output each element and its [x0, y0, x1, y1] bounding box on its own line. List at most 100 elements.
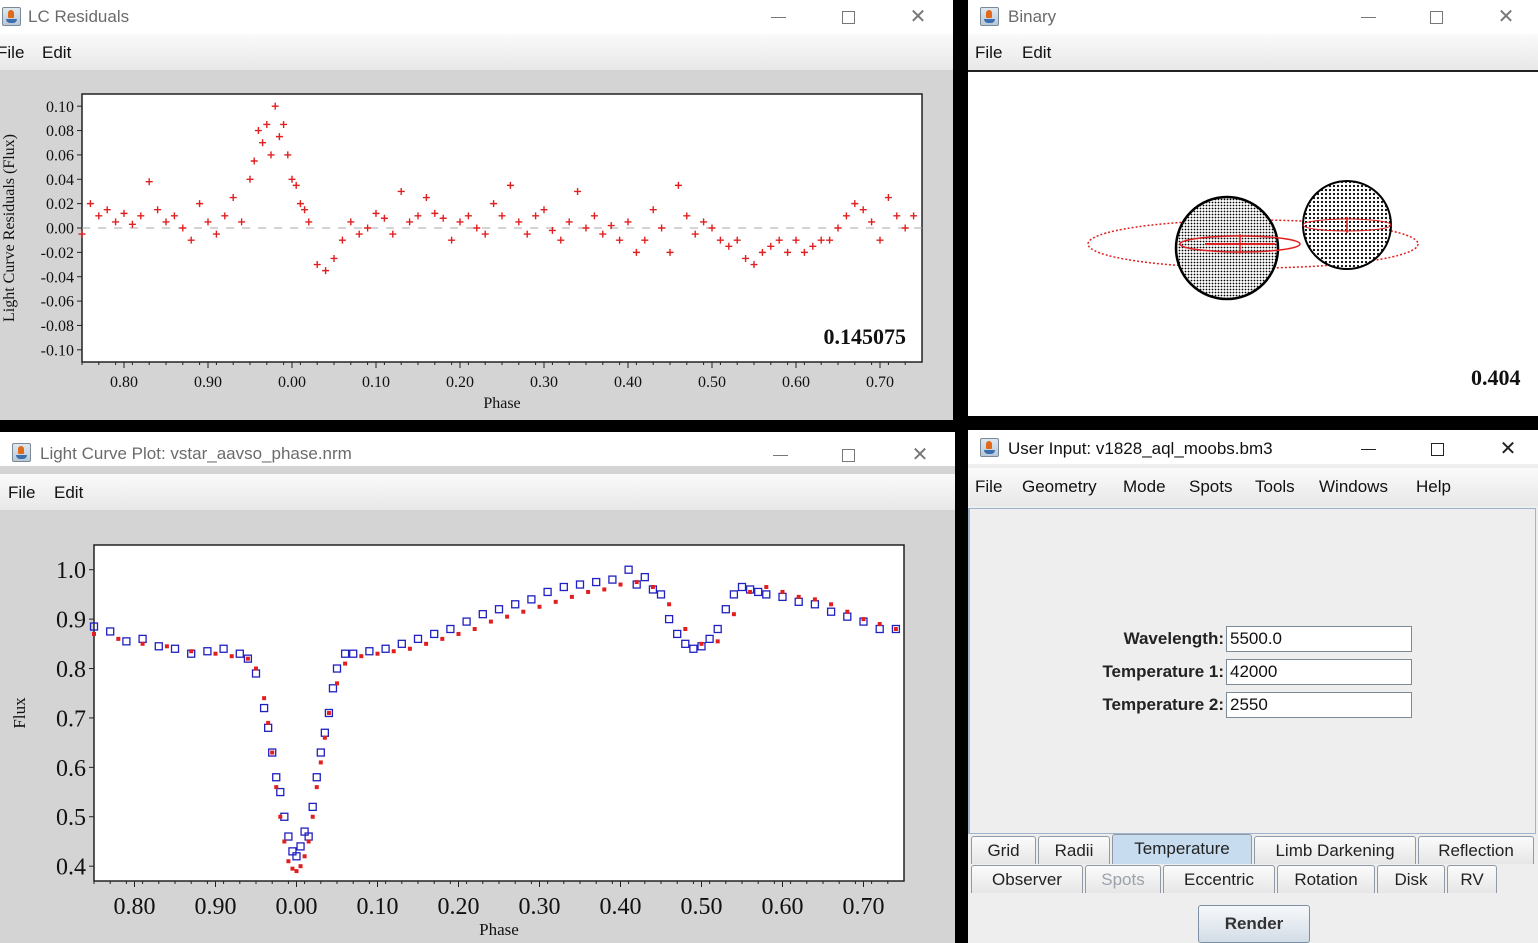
x-tick-label: 0.90 — [194, 374, 222, 391]
menu-file[interactable]: File — [0, 43, 25, 62]
menu-windows[interactable]: Windows — [1319, 477, 1388, 496]
maximize-icon[interactable] — [830, 0, 866, 32]
x-tick-label: 0.80 — [110, 374, 138, 391]
y-tick-label: 0.10 — [46, 99, 74, 116]
menu-mode[interactable]: Mode — [1123, 477, 1166, 496]
wavelength-label: Wavelength: — [1123, 629, 1224, 648]
x-tick-label: 0.70 — [866, 374, 894, 391]
model-point — [683, 627, 688, 631]
close-icon[interactable]: ✕ — [1497, 4, 1515, 28]
residual-point — [624, 218, 632, 226]
model-point — [602, 587, 607, 592]
x-tick-label: 0.90 — [195, 894, 237, 920]
minimize-icon[interactable] — [1350, 432, 1386, 464]
x-tick-label: 0.50 — [681, 894, 723, 920]
residual-point — [716, 236, 724, 244]
model-point — [286, 859, 291, 864]
y-tick-label: 0.02 — [46, 196, 74, 213]
model-point — [715, 639, 720, 644]
residual-point — [162, 218, 170, 226]
maximize-icon[interactable] — [1418, 0, 1454, 32]
residual-point — [817, 236, 825, 244]
tab-temperature[interactable]: Temperature — [1112, 834, 1252, 864]
residual-point — [179, 224, 187, 232]
observed-point — [624, 565, 633, 574]
menu-help[interactable]: Help — [1416, 477, 1451, 496]
y-tick-label: 0.5 — [56, 805, 86, 831]
menu-edit[interactable]: Edit — [1022, 43, 1052, 62]
tab-limb-darkening[interactable]: Limb Darkening — [1254, 836, 1416, 864]
render-button[interactable]: Render — [1198, 905, 1310, 943]
tab-observer[interactable]: Observer — [971, 865, 1083, 893]
residual-point — [842, 212, 850, 220]
residual-point — [145, 178, 153, 186]
residual-point — [103, 206, 111, 214]
title-bar[interactable]: Light Curve Plot: vstar_aavso_phase.nrm … — [0, 432, 955, 466]
model-point — [440, 636, 445, 641]
model-point — [326, 711, 331, 715]
menu-edit[interactable]: Edit — [42, 43, 72, 62]
maximize-icon[interactable] — [1419, 432, 1455, 464]
model-point — [270, 750, 275, 755]
residual-point — [414, 212, 422, 220]
menu-edit[interactable]: Edit — [54, 483, 84, 502]
close-icon[interactable]: ✕ — [909, 4, 927, 28]
menu-geometry[interactable]: Geometry — [1022, 477, 1097, 496]
model-point — [456, 631, 461, 636]
binary-view — [1087, 180, 1419, 301]
model-point — [310, 814, 315, 819]
residual-point — [574, 187, 582, 195]
observed-point — [268, 748, 277, 757]
tab-reflection[interactable]: Reflection — [1418, 836, 1534, 864]
residual-point — [187, 236, 195, 244]
title-bar[interactable]: LC Residuals ✕ — [0, 0, 953, 34]
model-point — [335, 681, 339, 686]
menu-file[interactable]: File — [975, 43, 1003, 62]
tab-eccentric[interactable]: Eccentric — [1163, 865, 1275, 893]
model-point — [537, 604, 542, 609]
residual-point — [775, 236, 783, 244]
residual-point — [758, 248, 766, 256]
tab-disk[interactable]: Disk — [1377, 865, 1445, 893]
residual-point — [540, 206, 548, 214]
model-point — [262, 696, 267, 701]
minimize-icon[interactable] — [1350, 0, 1386, 32]
menu-tools[interactable]: Tools — [1255, 477, 1295, 496]
residual-point — [364, 224, 372, 232]
menu-file[interactable]: File — [8, 483, 36, 502]
close-icon[interactable]: ✕ — [911, 442, 929, 466]
observed-point — [340, 649, 350, 658]
wavelength-input[interactable] — [1226, 626, 1412, 652]
binary-window: Binary ✕ File Edit 0.404 — [968, 0, 1538, 416]
x-axis-label: Phase — [479, 920, 519, 939]
minimize-icon[interactable] — [762, 438, 798, 470]
residual-point — [330, 254, 338, 262]
menu-file[interactable]: File — [975, 477, 1003, 496]
minimize-icon[interactable] — [760, 0, 796, 32]
residual-point — [238, 218, 246, 226]
close-icon[interactable]: ✕ — [1499, 436, 1517, 460]
model-point — [488, 619, 493, 624]
temperature1-input[interactable] — [1226, 659, 1412, 685]
residual-point — [338, 236, 346, 244]
maximize-icon[interactable] — [830, 438, 866, 470]
residual-point — [792, 236, 800, 244]
tab-rv[interactable]: RV — [1447, 865, 1497, 893]
title-bar[interactable]: Binary ✕ — [968, 0, 1538, 34]
menu-spots[interactable]: Spots — [1189, 477, 1233, 496]
window-title: LC Residuals — [28, 7, 130, 26]
tab-radii[interactable]: Radii — [1038, 836, 1110, 864]
tab-spots[interactable]: Spots — [1085, 865, 1161, 893]
tab-grid[interactable]: Grid — [971, 836, 1036, 864]
x-tick-label: 0.30 — [530, 374, 558, 391]
residual-point — [616, 236, 624, 244]
residual-point — [313, 261, 321, 269]
residual-point — [95, 212, 103, 220]
tab-rotation[interactable]: Rotation — [1277, 865, 1375, 893]
observed-point — [754, 587, 763, 597]
observed-point — [575, 580, 585, 589]
title-bar[interactable]: User Input: v1828_aql_moobs.bm3 ✕ — [968, 430, 1538, 464]
temperature2-input[interactable] — [1226, 692, 1412, 718]
java-app-icon — [980, 7, 999, 26]
x-tick-label: 0.40 — [600, 894, 642, 920]
